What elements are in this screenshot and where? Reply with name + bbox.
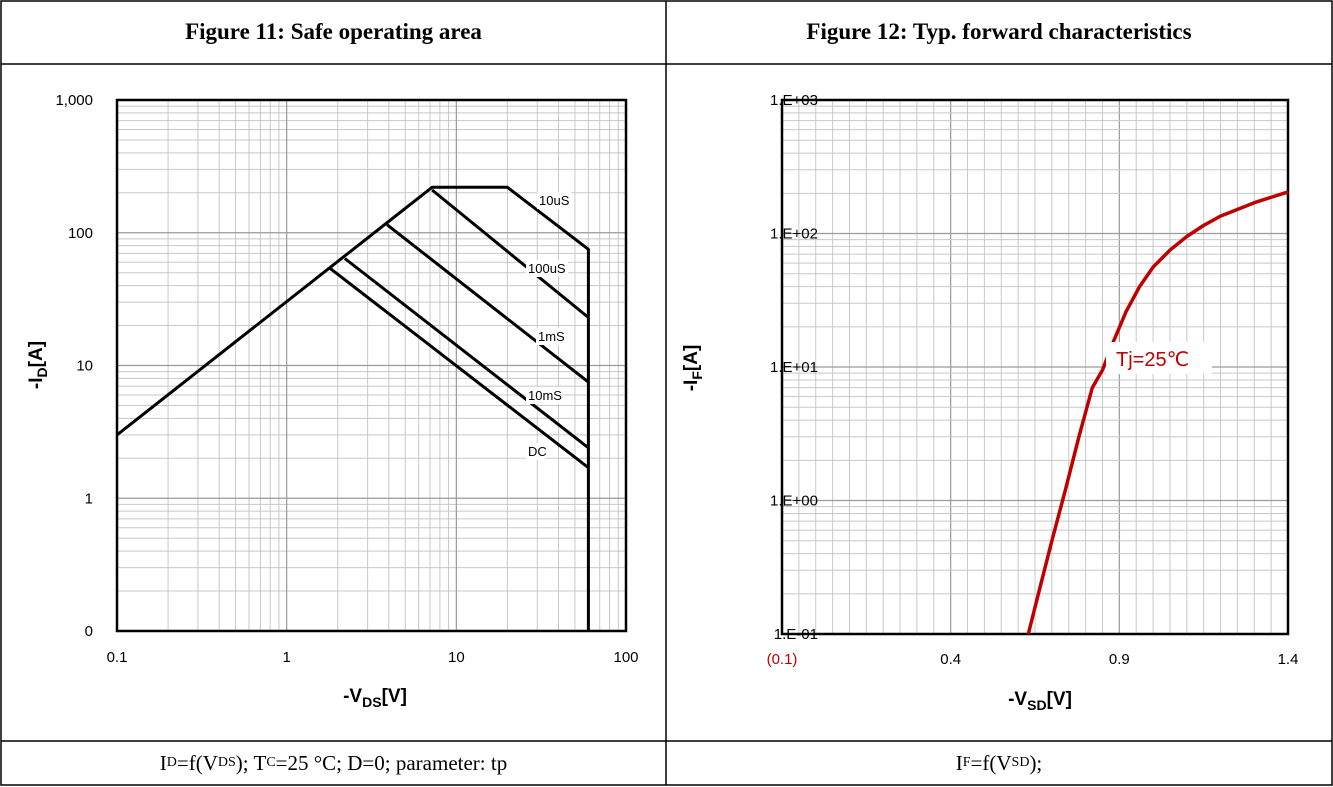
series-label-tj25: Tj=25℃ [1116,349,1189,371]
forward-grid [782,99,1288,635]
series-label-10mS: 10mS [528,388,562,403]
soa-series [116,185,590,631]
forward-plot-frame [780,98,1290,636]
series-label-1mS: 1mS [538,329,565,344]
series-line-10mS [343,257,590,449]
y-tick-label: 1.E+02 [770,226,818,243]
y-tick-label: 1 [85,490,93,507]
soa-grid [116,99,627,632]
y-tick-label: 1.E+03 [770,92,818,109]
series-label-bg [537,192,572,209]
forward-ticks: (0.1) 0.4 0.9 1.4 1.E-01 1.E+00 1.E+01 1.E+02 1.… [767,92,1299,668]
series-line-tj25 [1026,190,1289,635]
soa-plot-frame [115,98,628,633]
right-figure-title: Figure 12: Typ. forward characteristics [806,19,1192,44]
series-line-DC [329,267,590,469]
x-tick-label: 1.4 [1278,651,1299,668]
x-tick-label: (0.1) [767,651,798,668]
x-tick-label: 0.4 [940,651,961,668]
y-tick-label: 1.E+01 [770,359,818,376]
series-label-bg [536,328,563,345]
soa-y-axis-label: -ID[A] [26,341,50,389]
series-line-1mS [386,223,590,384]
series-label-bg [526,260,568,277]
y-tick-label: 10 [76,358,93,375]
x-tick-label: 1 [282,649,290,666]
y-tick-label: 1.E-01 [774,626,818,643]
y-tick-label: 1.E+00 [770,493,818,510]
series-label-bg [526,387,561,404]
y-tick-label: 0 [85,623,93,640]
y-tick-label: 100 [68,225,93,242]
forward-series [1026,190,1289,635]
series-label-10uS: 10uS [539,193,570,208]
series-label-100uS: 100uS [528,261,566,276]
forward-x-axis-label: -VSD[V] [1008,689,1072,713]
soa-x-axis-label: -VDS[V] [343,686,407,710]
right-figure-caption: I F =f(V SD); [955,750,1043,775]
series-label-DC: DC [528,444,547,459]
series-label-bg [526,443,546,460]
series-line-10uS [116,185,590,631]
forward-chart: (0.1) 0.4 0.9 1.4 1.E-01 1.E+00 1.E+01 1.E+02 1.… [681,92,1298,713]
x-tick-label: 10 [448,649,465,666]
forward-y-axis-label: -IF[A] [681,345,705,392]
forward-series-labels: Tj=25℃ [1106,342,1212,374]
left-figure-caption: I D =f(V DS); T C =25 °C; D=0; parameter: tp [159,750,508,775]
series-line-100uS [431,188,590,319]
soa-ticks: 0.1 1 10 100 0 1 10 100 1,000 [55,92,638,666]
soa-series-labels: 10uS 100uS 1mS 10mS DC [526,192,572,460]
left-figure-title: Figure 11: Safe operating area [185,19,482,44]
soa-chart: 0.1 1 10 100 0 1 10 100 1,000 10uS 100uS 1mS 10mS DC… [26,92,639,710]
series-label-bg [1106,342,1212,374]
x-tick-label: 0.1 [107,649,128,666]
x-tick-label: 0.9 [1109,651,1130,668]
x-tick-label: 100 [613,649,638,666]
y-tick-label: 1,000 [55,92,93,109]
